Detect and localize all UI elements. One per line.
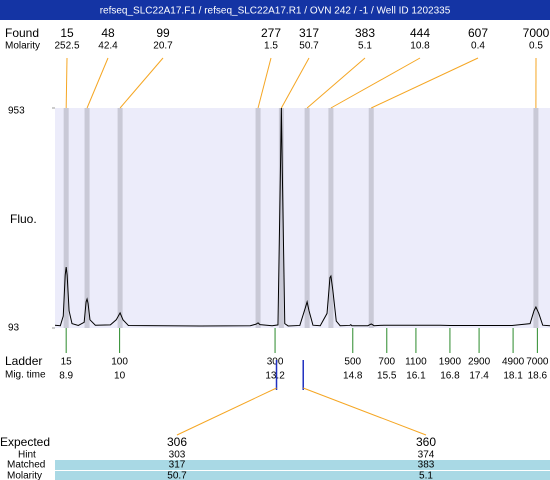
expected-value: 360 bbox=[416, 435, 436, 449]
matched-label: Matched bbox=[7, 460, 45, 471]
found-value: 277 bbox=[261, 26, 281, 40]
ladder-mig-time: 18.6 bbox=[528, 371, 548, 382]
ladder-size: 100 bbox=[111, 357, 128, 368]
ladder-mig-time: 14.8 bbox=[343, 371, 363, 382]
molarity-value: 252.5 bbox=[54, 41, 79, 52]
found-value: 48 bbox=[101, 26, 115, 40]
matched-value: 383 bbox=[418, 460, 435, 471]
ladder-mig-time: 8.9 bbox=[59, 371, 73, 382]
ladder-mig-time: 10 bbox=[114, 371, 126, 382]
ladder-mig-time: 18.1 bbox=[503, 371, 523, 382]
plot-area bbox=[55, 108, 550, 328]
ladder-size: 2900 bbox=[468, 357, 491, 368]
peak-leader bbox=[119, 57, 164, 109]
expected-leader bbox=[303, 387, 427, 436]
molarity-band bbox=[55, 471, 550, 480]
ladder-size: 15 bbox=[61, 357, 73, 368]
peak-band bbox=[304, 108, 310, 328]
molarity-value: 42.4 bbox=[98, 41, 118, 52]
ladder-size: 700 bbox=[378, 357, 395, 368]
molarity-value: 10.8 bbox=[410, 41, 430, 52]
peak-band bbox=[368, 108, 374, 328]
hint-value: 303 bbox=[169, 450, 186, 461]
molarity-value: 5.1 bbox=[358, 41, 372, 52]
ladder-size: 500 bbox=[344, 357, 361, 368]
mig-time-label: Mig. time bbox=[5, 370, 46, 381]
peak-band bbox=[63, 108, 69, 328]
found-value: 607 bbox=[468, 26, 488, 40]
peak-leader bbox=[257, 57, 272, 109]
peak-leader bbox=[65, 57, 68, 109]
header-title: refseq_SLC22A17.F1 / refseq_SLC22A17.R1 … bbox=[100, 6, 451, 17]
expected-molarity-label: Molarity bbox=[7, 471, 42, 480]
ladder-mig-time: 15.5 bbox=[377, 371, 397, 382]
ladder-size: 4900 bbox=[502, 357, 525, 368]
y-tick-label: 953 bbox=[8, 106, 25, 117]
expected-label: Expected bbox=[0, 435, 50, 449]
header-bar bbox=[0, 0, 550, 20]
hint-label: Hint bbox=[18, 450, 36, 461]
molarity-value: 0.5 bbox=[529, 41, 543, 52]
peak-band bbox=[533, 108, 539, 328]
molarity-value: 20.7 bbox=[153, 41, 173, 52]
found-value: 99 bbox=[156, 26, 170, 40]
peak-leader bbox=[280, 57, 310, 109]
peak-band bbox=[84, 108, 90, 328]
molarity-label: Molarity bbox=[5, 41, 40, 52]
trace bbox=[55, 108, 550, 327]
peak-leader bbox=[86, 57, 109, 109]
found-value: 15 bbox=[60, 26, 74, 40]
peak-leader bbox=[330, 57, 421, 109]
found-value: 317 bbox=[299, 26, 319, 40]
molarity-value: 50.7 bbox=[299, 41, 319, 52]
y-tick-label: 93 bbox=[8, 323, 20, 334]
molarity-value: 0.4 bbox=[471, 41, 485, 52]
ladder-size: 7000 bbox=[526, 357, 549, 368]
peak-band bbox=[278, 108, 284, 328]
molarity-value: 1.5 bbox=[264, 41, 278, 52]
expected-molarity-value: 50.7 bbox=[167, 471, 187, 480]
peak-band bbox=[117, 108, 123, 328]
matched-value: 317 bbox=[169, 460, 186, 471]
expected-leader bbox=[176, 387, 277, 436]
ladder-mig-time: 13.2 bbox=[265, 371, 285, 382]
ladder-label: Ladder bbox=[5, 354, 42, 368]
peak-leader bbox=[306, 57, 366, 109]
ladder-mig-time: 16.8 bbox=[440, 371, 460, 382]
y-axis-label: Fluo. bbox=[10, 212, 37, 226]
peak-leader bbox=[371, 57, 479, 109]
peak-band bbox=[328, 108, 334, 328]
expected-molarity-value: 5.1 bbox=[419, 471, 433, 480]
found-value: 7000 bbox=[523, 26, 550, 40]
found-value: 444 bbox=[410, 26, 430, 40]
found-label: Found bbox=[5, 26, 39, 40]
hint-value: 374 bbox=[418, 450, 435, 461]
ladder-size: 300 bbox=[267, 357, 284, 368]
found-value: 383 bbox=[355, 26, 375, 40]
ladder-size: 1100 bbox=[405, 357, 427, 368]
ladder-size: 1900 bbox=[439, 357, 462, 368]
matched-band bbox=[55, 460, 550, 470]
ladder-mig-time: 17.4 bbox=[469, 371, 489, 382]
ladder-mig-time: 16.1 bbox=[406, 371, 426, 382]
peak-band bbox=[255, 108, 261, 328]
expected-value: 306 bbox=[167, 435, 187, 449]
